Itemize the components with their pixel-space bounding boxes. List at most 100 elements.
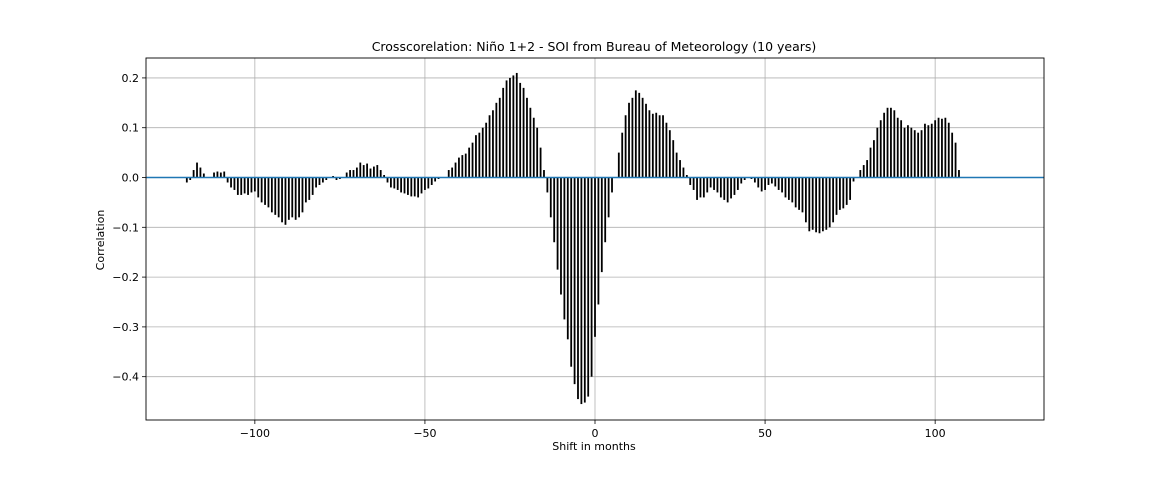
correlation-bar [475,135,477,177]
correlation-bar [244,178,246,194]
correlation-bar [771,178,773,184]
correlation-bar [533,118,535,178]
correlation-bar [506,80,508,177]
correlation-bar [591,178,593,377]
correlation-bar [825,178,827,230]
correlation-bar [904,128,906,178]
correlation-bar [938,118,940,178]
correlation-bar [897,118,899,178]
correlation-bar [543,170,545,177]
correlation-bar [839,178,841,210]
correlation-bar [812,178,814,230]
correlation-bar [900,120,902,177]
correlation-bar [291,178,293,218]
correlation-bar [550,178,552,218]
correlation-bar [308,178,310,200]
correlation-bar [495,103,497,178]
correlation-bar [829,178,831,228]
correlation-bar [672,140,674,177]
correlation-bar [635,90,637,177]
correlation-bar [553,178,555,243]
correlation-bar [237,178,239,195]
correlation-bar [570,178,572,367]
correlation-bar [798,178,800,210]
correlation-bar [849,178,851,200]
correlation-bar [689,178,691,185]
correlation-bar [621,133,623,178]
correlation-bar [740,178,742,184]
correlation-bar [669,130,671,177]
correlation-bar [924,124,926,178]
correlation-bar [764,178,766,190]
correlation-bar [288,178,290,220]
correlation-bar [302,178,304,213]
correlation-bar [400,178,402,193]
correlation-bar [472,143,474,178]
correlation-bar [717,178,719,193]
correlation-bar [693,178,695,190]
correlation-bar [846,178,848,205]
correlation-bar [948,123,950,178]
correlation-bar [703,178,705,198]
correlation-bar [795,178,797,208]
correlation-bar [710,178,712,188]
correlation-bar [876,128,878,178]
correlation-bar [819,178,821,234]
correlation-bar [944,118,946,178]
correlation-bar [737,178,739,190]
correlation-bar [540,148,542,178]
correlation-bar [859,170,861,177]
correlation-bar [519,83,521,178]
correlation-bar [261,178,263,203]
x-tick-label: 100 [925,427,946,440]
correlation-bar [778,178,780,190]
correlation-bar [305,178,307,203]
correlation-bar [560,178,562,295]
correlation-bar [917,133,919,178]
correlation-bar [611,178,613,193]
correlation-bar [802,178,804,213]
correlation-bar [808,178,810,232]
correlation-bar [240,178,242,195]
correlation-bar [604,178,606,243]
correlation-bar [893,110,895,177]
correlation-bar [268,178,270,208]
bars [186,73,960,404]
correlation-bar [679,160,681,177]
correlation-bar [298,178,300,218]
correlation-bar [907,125,909,177]
correlation-bar [958,170,960,177]
x-tick-label: −100 [240,427,270,440]
y-tick-label: 0.1 [122,122,140,135]
correlation-bar [376,165,378,177]
correlation-bar [247,178,249,195]
x-tick-label: 0 [592,427,599,440]
correlation-bar [625,115,627,177]
x-axis-label: Shift in months [552,440,636,453]
correlation-bar [842,178,844,209]
y-tick-label: −0.3 [112,321,139,334]
correlation-bar [492,110,494,177]
correlation-bar [356,168,358,178]
y-axis-label: Correlation [94,210,107,271]
correlation-bar [529,108,531,178]
y-tick-label: 0.0 [122,172,140,185]
correlation-bar [536,128,538,178]
correlation-bar [618,153,620,178]
correlation-bar [927,125,929,177]
correlation-bar [315,178,317,188]
correlation-bar [512,75,514,177]
correlation-bar [655,113,657,178]
correlation-bar [414,178,416,197]
correlation-bar [730,178,732,199]
correlation-bar [822,178,824,232]
correlation-bar [271,178,273,213]
correlation-bar [941,119,943,178]
correlation-bar [788,178,790,200]
correlation-bar [499,98,501,178]
correlation-bar [546,178,548,193]
correlation-bar [417,178,419,198]
correlation-bar [509,78,511,178]
correlation-bar [628,103,630,178]
